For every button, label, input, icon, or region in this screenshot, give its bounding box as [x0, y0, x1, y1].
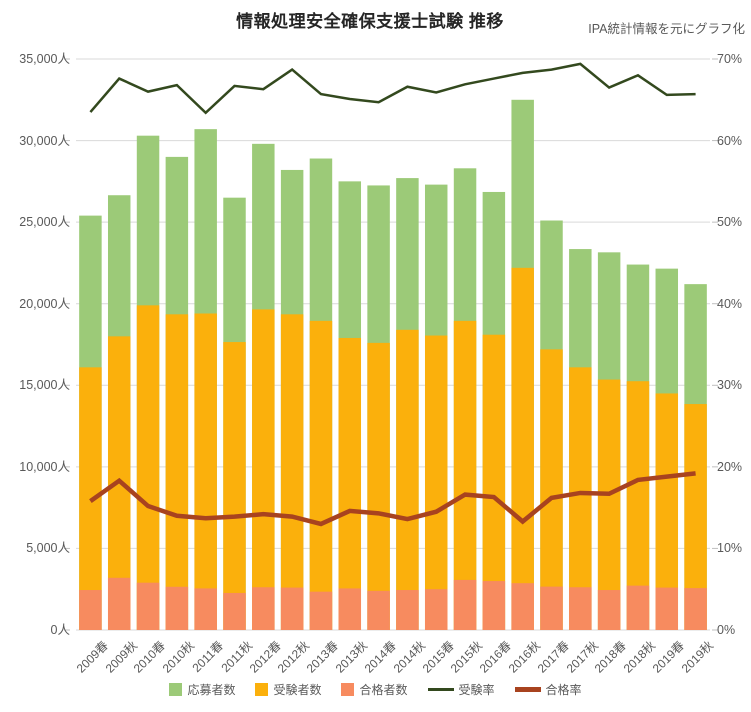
line-合格率	[89, 471, 696, 527]
bar-合格者数-2014春	[367, 590, 390, 630]
bar-受験者数-2017春	[540, 349, 563, 630]
legend-item-応募者数: 応募者数	[169, 681, 235, 698]
bar-合格者数-2014秋	[396, 590, 419, 630]
left-axis-label: 15,000人	[19, 378, 70, 393]
legend-line-icon	[427, 688, 454, 691]
bar-合格者数-2015春	[424, 589, 448, 630]
bar-合格者数-2010秋	[165, 586, 189, 630]
bar-受験者数-2016秋	[511, 267, 534, 630]
bar-受験者数-2010春	[136, 305, 160, 630]
bar-受験者数-2014秋	[396, 329, 419, 630]
bar-合格者数-2019春	[655, 587, 679, 630]
bar-受験者数-2010秋	[165, 314, 189, 630]
legend-swatch-icon	[341, 683, 355, 696]
bar-合格者数-2011秋	[223, 592, 246, 630]
bar-受験者数-2017秋	[569, 367, 592, 630]
right-axis-label: 60%	[717, 133, 743, 148]
bar-合格者数-2018秋	[626, 585, 650, 630]
legend-item-受験者数: 受験者数	[255, 681, 321, 698]
left-axis-label: 5,000人	[26, 541, 70, 556]
bar-合格者数-2011春	[194, 588, 217, 630]
bar-合格者数-2012秋	[280, 587, 304, 630]
left-axis-label: 10,000人	[19, 459, 70, 474]
right-axis-label: 0%	[717, 623, 736, 637]
legend-swatch-icon	[255, 683, 269, 696]
right-axis-label: 40%	[717, 296, 743, 311]
right-axis-label: 70%	[717, 52, 743, 66]
chart-title: 情報処理安全確保支援士試験 推移	[236, 12, 504, 31]
left-axis-label: 30,000人	[19, 133, 70, 148]
bar-合格者数-2018春	[597, 590, 621, 630]
right-axis-label: 20%	[717, 459, 743, 474]
chart-note: IPA統計情報を元にグラフ化	[588, 22, 745, 36]
legend-label: 受験率	[458, 683, 495, 697]
bar-受験者数-2016春	[482, 334, 506, 630]
legend-item-合格率: 合格率	[514, 681, 582, 698]
bar-受験者数-2018春	[597, 379, 621, 630]
bar-合格者数-2013春	[309, 591, 333, 630]
bar-合格者数-2013秋	[338, 588, 362, 630]
legend: 応募者数 受験者数 合格者数 受験率 合格率	[0, 681, 751, 698]
line-受験率	[89, 62, 696, 115]
legend-item-受験率: 受験率	[427, 681, 495, 698]
bar-合格者数-2017秋	[569, 587, 592, 630]
left-axis-label: 35,000人	[19, 52, 70, 66]
legend-label: 受験者数	[273, 683, 322, 697]
legend-item-合格者数: 合格者数	[341, 681, 408, 698]
bar-受験者数-2019春	[655, 393, 679, 630]
bar-受験者数-2014春	[367, 342, 390, 630]
left-axis-label: 20,000人	[19, 296, 70, 311]
bar-受験者数-2013秋	[338, 337, 362, 630]
bar-受験者数-2018秋	[626, 381, 650, 630]
bar-受験者数-2011春	[194, 313, 217, 630]
legend-label: 合格者数	[359, 683, 408, 697]
bar-合格者数-2009春	[79, 590, 102, 630]
bar-受験者数-2013春	[309, 320, 333, 630]
bar-合格者数-2015秋	[453, 579, 477, 630]
legend-label: 応募者数	[187, 683, 236, 697]
bar-受験者数-2012秋	[280, 314, 304, 630]
bar-合格者数-2017春	[540, 586, 563, 630]
bar-受験者数-2019秋	[684, 404, 707, 630]
right-axis-label: 30%	[717, 378, 743, 393]
legend-swatch-icon	[169, 683, 183, 696]
bar-受験者数-2011秋	[223, 342, 246, 630]
left-axis-label: 25,000人	[19, 215, 70, 230]
bar-合格者数-2010春	[136, 582, 160, 630]
bar-受験者数-2015春	[424, 335, 448, 630]
right-axis-label: 50%	[717, 215, 743, 230]
bar-合格者数-2012春	[252, 587, 275, 630]
bar-合格者数-2019秋	[684, 588, 707, 630]
right-axis-label: 10%	[717, 541, 743, 556]
bar-受験者数-2015秋	[453, 320, 477, 630]
legend-line-icon	[514, 687, 541, 692]
left-axis-label: 0人	[50, 623, 70, 637]
legend-label: 合格率	[545, 683, 582, 697]
bar-合格者数-2016春	[482, 581, 506, 630]
bar-合格者数-2009秋	[107, 577, 131, 630]
bar-合格者数-2016秋	[511, 583, 534, 630]
bar-受験者数-2012春	[252, 309, 275, 630]
